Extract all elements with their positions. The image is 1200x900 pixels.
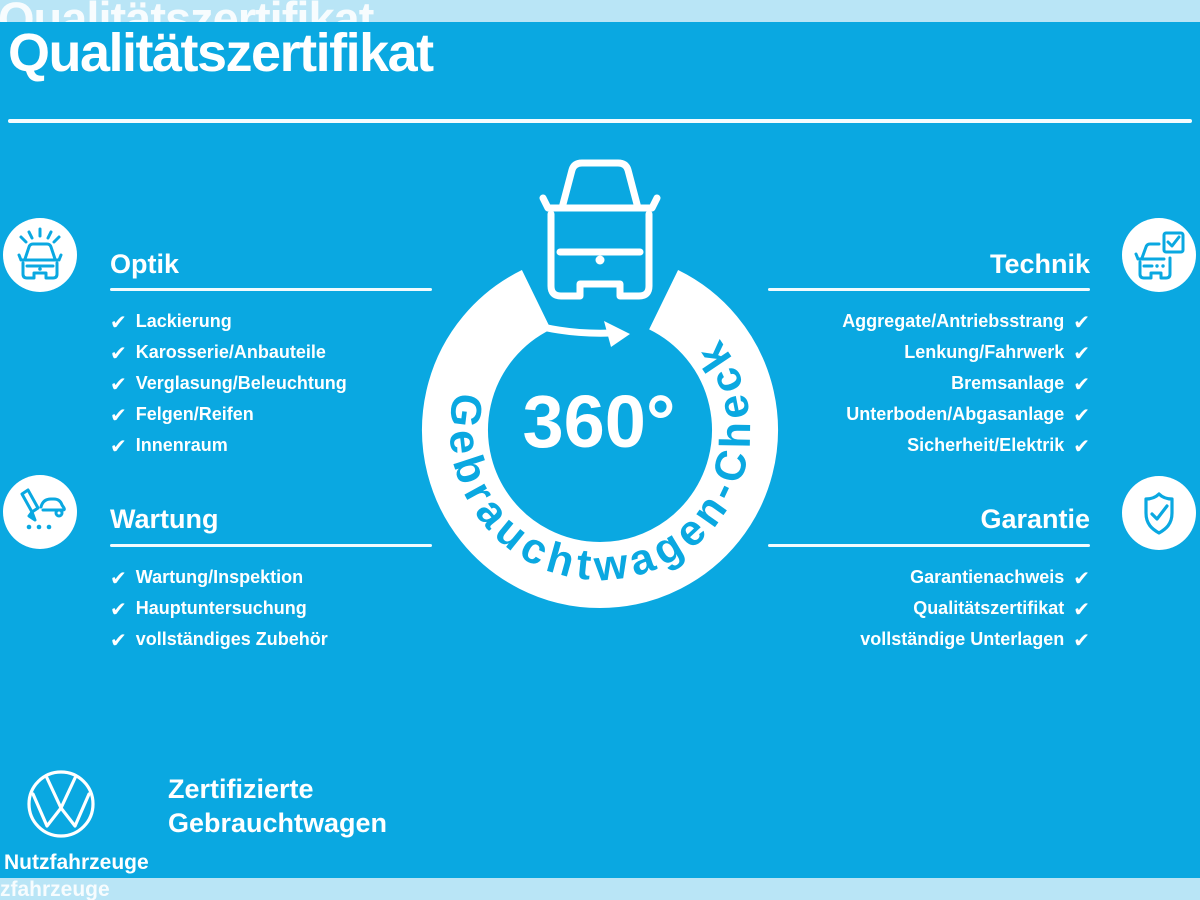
bottom-cropped-text: zfahrzeuge (0, 878, 110, 900)
title-divider (8, 119, 1192, 123)
check-icon: ✔ (110, 402, 127, 427)
section-rule-garantie (768, 544, 1090, 547)
check-icon: ✔ (1073, 340, 1090, 365)
check-icon: ✔ (1073, 371, 1090, 396)
check-item: Unterboden/Abgasanlage ✔ (768, 399, 1090, 430)
check-item-label: Sicherheit/Elektrik (907, 435, 1065, 455)
pen-car-icon (20, 488, 66, 530)
check-item: Qualitätszertifikat ✔ (768, 593, 1090, 624)
section-rule-technik (768, 288, 1090, 291)
garantie-icon-circle (1122, 476, 1196, 550)
ring-band (422, 270, 778, 608)
optik-items: ✔ Lackierung ✔ Karosserie/Anbauteile ✔ Verg… (110, 306, 450, 461)
top-cropped-band: Qualitätszertifikat (0, 0, 1200, 22)
check-icon: ✔ (110, 596, 127, 621)
check-icon: ✔ (110, 309, 127, 334)
brand-claim: Zertifizierte Gebrauchtwagen (168, 772, 387, 840)
car-360-rotation-icon (497, 159, 704, 347)
check-item: vollständige Unterlagen ✔ (768, 624, 1090, 655)
check-icon: ✔ (1073, 596, 1090, 621)
check-icon: ✔ (110, 627, 127, 652)
technik-icon-circle (1122, 218, 1196, 292)
garantie-items: Garantienachweis ✔ Qualitätszertifikat ✔ v… (768, 562, 1090, 655)
check-item-label: Hauptuntersuchung (135, 598, 307, 618)
page-title: Qualitätszertifikat (8, 23, 434, 83)
section-title-wartung: Wartung (110, 504, 219, 534)
check-icon: ✔ (1073, 309, 1090, 334)
check-item: Lenkung/Fahrwerk ✔ (768, 337, 1090, 368)
check-item-label: Felgen/Reifen (135, 404, 254, 424)
check-item-label: vollständige Unterlagen (860, 629, 1065, 649)
check-item-label: Unterboden/Abgasanlage (846, 404, 1065, 424)
brand-claim-line1: Zertifizierte (168, 774, 314, 804)
check-item-label: Aggregate/Antriebsstrang (842, 311, 1065, 331)
check-icon: ✔ (110, 371, 127, 396)
check-item: Sicherheit/Elektrik ✔ (768, 430, 1090, 461)
check-item-label: Karosserie/Anbauteile (135, 342, 326, 362)
optik-icon-circle (3, 218, 77, 292)
vw-logo (27, 770, 95, 838)
bottom-cropped-band: zfahrzeuge (0, 878, 1200, 900)
top-cropped-title: Qualitätszertifikat (0, 0, 374, 22)
check-item-label: Verglasung/Beleuchtung (135, 373, 347, 393)
check-item: ✔ Wartung/Inspektion (110, 562, 450, 593)
wartung-items: ✔ Wartung/Inspektion ✔ Hauptuntersuchung ✔… (110, 562, 450, 655)
shield-check-icon (1144, 492, 1174, 535)
technik-items: Aggregate/Antriebsstrang ✔ Lenkung/Fahrwe… (768, 306, 1090, 461)
check-item-label: Lenkung/Fahrwerk (904, 342, 1065, 362)
check-icon: ✔ (110, 340, 127, 365)
section-title-garantie: Garantie (980, 504, 1090, 534)
wartung-icon-circle (3, 475, 77, 549)
check-item: ✔ Karosserie/Anbauteile (110, 337, 450, 368)
section-rule-optik (110, 288, 432, 291)
check-item: ✔ Innenraum (110, 430, 450, 461)
car-shine-icon (17, 227, 63, 280)
360-check-badge: Gebrauchtwagen-Check 360° (422, 159, 778, 608)
check-icon: ✔ (1073, 402, 1090, 427)
check-icon: ✔ (1073, 433, 1090, 458)
brand-claim-line2: Gebrauchtwagen (168, 808, 388, 838)
section-rule-wartung (110, 544, 432, 547)
check-icon: ✔ (1073, 627, 1090, 652)
degree-label: 360° (522, 380, 675, 463)
check-item: ✔ Verglasung/Beleuchtung (110, 368, 450, 399)
check-item-label: Wartung/Inspektion (135, 567, 304, 587)
section-title-optik: Optik (110, 249, 180, 279)
check-item: ✔ Hauptuntersuchung (110, 593, 450, 624)
check-item: Aggregate/Antriebsstrang ✔ (768, 306, 1090, 337)
check-item: Bremsanlage ✔ (768, 368, 1090, 399)
check-item: ✔ Lackierung (110, 306, 450, 337)
section-title-technik: Technik (989, 249, 1090, 279)
car-checklist-icon (1134, 231, 1185, 280)
check-item: ✔ Felgen/Reifen (110, 399, 450, 430)
check-item-label: Innenraum (135, 435, 228, 455)
check-item-label: vollständiges Zubehör (135, 629, 328, 649)
check-item-label: Qualitätszertifikat (913, 598, 1065, 618)
sub-brand-label: Nutzfahrzeuge (4, 851, 149, 874)
check-item-label: Lackierung (135, 311, 232, 331)
check-item-label: Bremsanlage (951, 373, 1065, 393)
check-item: ✔ vollständiges Zubehör (110, 624, 450, 655)
check-item: Garantienachweis ✔ (768, 562, 1090, 593)
check-item-label: Garantienachweis (910, 567, 1065, 587)
check-icon: ✔ (110, 565, 127, 590)
check-icon: ✔ (1073, 565, 1090, 590)
check-icon: ✔ (110, 433, 127, 458)
